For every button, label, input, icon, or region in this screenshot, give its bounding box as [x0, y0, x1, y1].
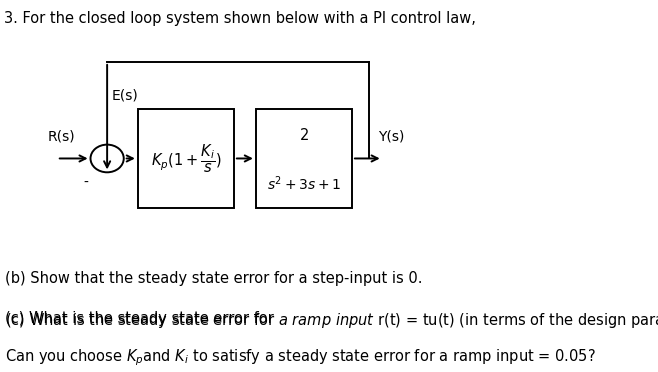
Text: (c) What is the steady state error for $\it{a\ ramp\ input}$ r(t) = tu(t) (in te: (c) What is the steady state error for $… — [5, 311, 658, 330]
Text: E(s): E(s) — [111, 88, 138, 102]
Text: 3. For the closed loop system shown below with a PI control law,: 3. For the closed loop system shown belo… — [5, 11, 476, 26]
Text: Y(s): Y(s) — [378, 130, 405, 144]
Text: R(s): R(s) — [48, 130, 76, 144]
Text: (b) Show that the steady state error for a step-input is 0.: (b) Show that the steady state error for… — [5, 272, 422, 286]
Text: $2$: $2$ — [299, 127, 309, 143]
Bar — [256, 109, 352, 208]
Text: Can you choose $K_p$and $K_i$ to satisfy a steady state error for a ramp input =: Can you choose $K_p$and $K_i$ to satisfy… — [5, 348, 596, 369]
Text: -: - — [84, 176, 88, 190]
Text: (c) What is the steady state error for: (c) What is the steady state error for — [5, 311, 278, 327]
Text: $s^2+3s+1$: $s^2+3s+1$ — [266, 175, 341, 193]
Bar — [138, 109, 234, 208]
Text: $K_p(1+\dfrac{K_i}{s})$: $K_p(1+\dfrac{K_i}{s})$ — [151, 142, 221, 174]
